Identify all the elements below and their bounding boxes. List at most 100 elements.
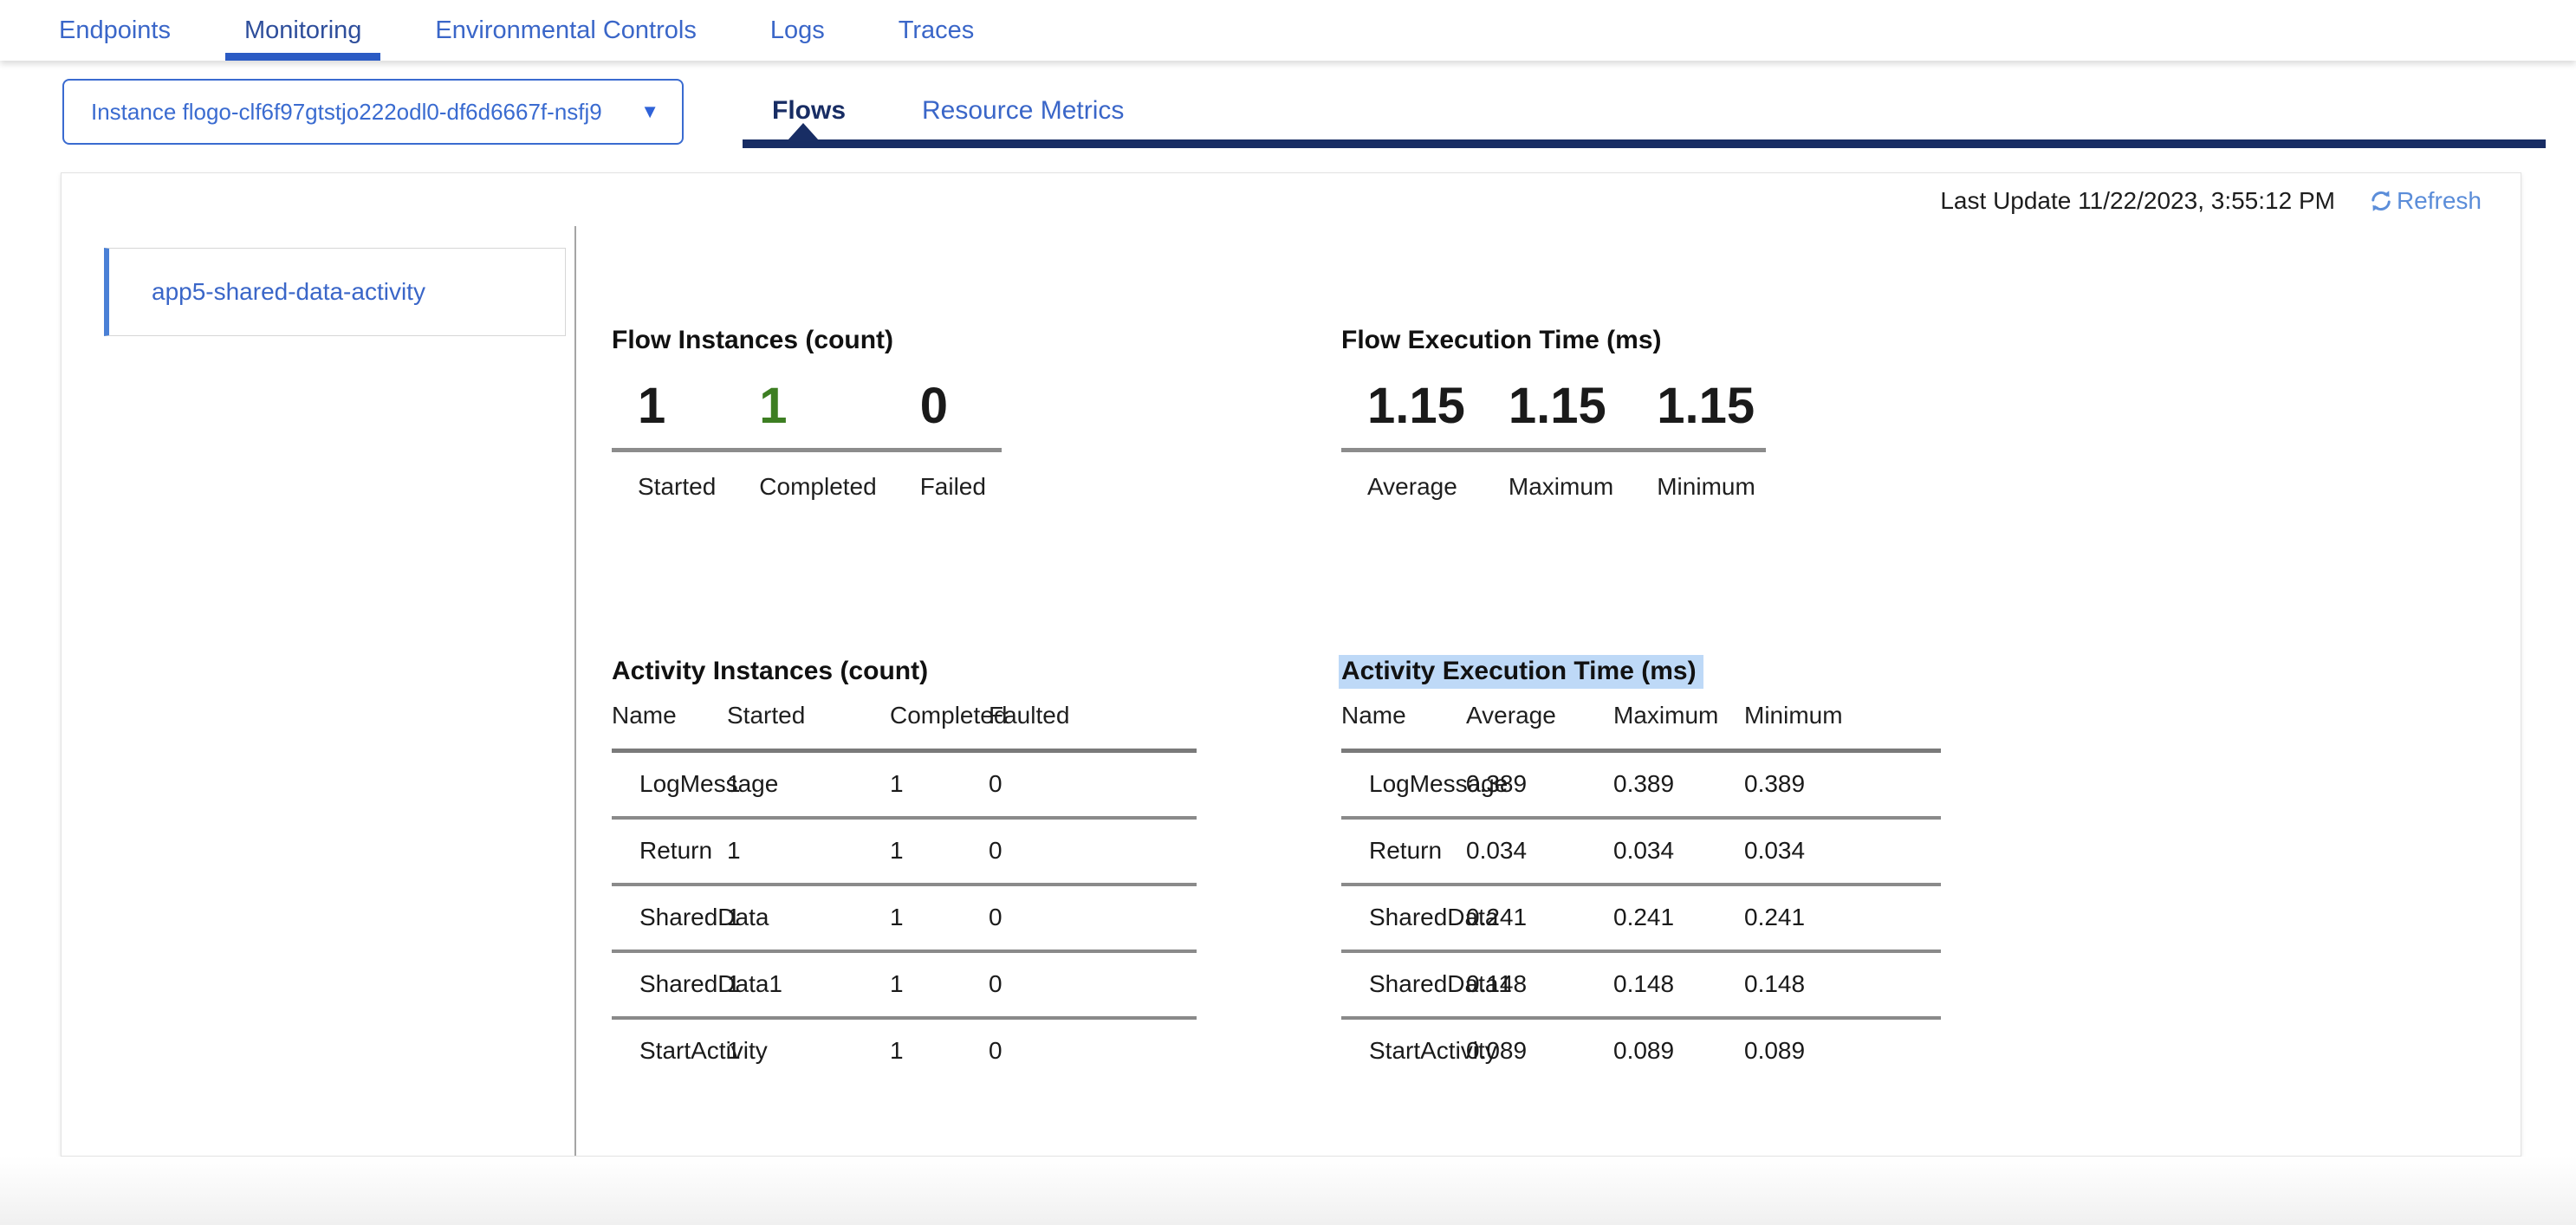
table-cell: 1 [727,817,890,886]
metric-label: Minimum [1657,472,1755,500]
title-text: Activity Instances (count) [612,656,929,685]
page-bottom-background [0,1157,2576,1225]
active-subtab-indicator [743,123,2546,148]
top-nav-tabs: Endpoints Monitoring Environmental Contr… [59,0,974,61]
table-row: LogMessage 0.389 0.389 0.389 [1341,750,1941,820]
table-cell: 0 [989,1036,1002,1064]
metric-label: Completed [759,472,877,500]
table-row: SharedData 1 1 0 [612,884,1197,953]
nav-tab-label: Environmental Controls [435,16,697,44]
table-cell: StartActivity [639,1036,768,1064]
nav-tab-label: Traces [898,16,975,44]
activity-tables-row: Activity Instances (count) Name Started Co… [612,654,2521,1083]
instance-dropdown[interactable]: Instance flogo-clf6f97gtstjo222odl0-df6d… [62,79,684,145]
activity-execution-table: Name Average Maximum Minimum LogMessage 0.38… [1341,701,1941,1083]
table-cell: SharedData1 [612,950,782,1020]
top-nav: Endpoints Monitoring Environmental Contr… [0,0,2576,61]
table-cell: StartActivity [1369,1036,1497,1064]
selector-row: Instance flogo-clf6f97gtstjo222odl0-df6d… [62,79,2576,148]
table-cell: 0.389 [1466,750,1613,820]
table-column-header: Faulted [989,701,1197,753]
table-row: StartActivity 0.089 0.089 0.089 [1341,1018,1941,1083]
table-cell: 0.241 [1613,884,1744,953]
last-update-text: Last Update 11/22/2023, 3:55:12 PM [1940,187,2335,214]
table-header-row: Name Average Maximum Minimum [1341,701,1941,753]
panel-header: Last Update 11/22/2023, 3:55:12 PM Refre… [62,173,2521,226]
metric-divider [612,447,1002,452]
nav-tab[interactable]: Endpoints [59,0,171,61]
table-row: StartActivity 1 1 0 [612,1018,1197,1083]
table-column-header: Name [1341,701,1466,753]
flow-instances-metrics: 1 1 0 Started Complete [612,378,1012,501]
nav-tab[interactable]: Logs [770,0,825,61]
metric-label: Failed [919,472,986,500]
table-cell: 0.148 [1613,950,1744,1020]
table-row: LogMessage 1 1 0 [612,750,1197,820]
table-column-header: Name [612,701,727,753]
table-column-header: Average [1466,701,1613,753]
metric-label: Started [638,472,717,500]
nav-tab[interactable]: Traces [899,0,975,61]
table-cell: 0.034 [1744,817,1941,886]
table-row: SharedData1 1 1 0 [612,950,1197,1020]
nav-tab[interactable]: Environmental Controls [435,0,696,61]
table-cell: SharedData [612,884,769,953]
metric-value: 1 [759,378,788,434]
table-cell: LogMessage [612,750,778,820]
activity-instances-block: Activity Instances (count) Name Started Co… [612,657,1341,1083]
table-column-header: Maximum [1613,701,1744,753]
activity-execution-block: Activity Execution Time (ms) Name Average… [1339,654,1941,1083]
sidebar-item-flow[interactable]: app5-shared-data-activity [104,248,566,336]
monitoring-panel: Last Update 11/22/2023, 3:55:12 PM Refre… [61,172,2521,1157]
subtab[interactable]: Flows [772,94,846,128]
table-cell: 0.148 [1466,950,1613,1020]
table-header-row: Name Started Completed Faulted [612,701,1197,753]
nav-tab-label: Endpoints [59,16,171,44]
table-cell: 0.089 [1613,1036,1675,1064]
table-cell: 0 [989,950,1197,1020]
table-cell: 1 [727,884,890,953]
table-cell: 0.034 [1613,817,1744,886]
chevron-down-icon: ▼ [640,100,659,122]
subtab[interactable]: Resource Metrics [922,94,1124,128]
table-cell: 0.241 [1744,884,1941,953]
nav-tab-label: Logs [769,16,825,44]
nav-tab[interactable]: Monitoring [224,0,381,61]
nav-tab-label: Monitoring [244,16,362,44]
table-cell: 1 [890,750,989,820]
metric-value: 0 [919,378,948,434]
table-cell: SharedData [1341,884,1498,953]
panel-body: app5-shared-data-activity Flow Instances… [62,226,2521,1156]
title-text-highlighted: Activity Execution Time (ms) [1339,654,1703,689]
metric-value: 1.15 [1657,378,1755,434]
refresh-button[interactable]: Refresh [2368,187,2482,215]
table-column-header: Minimum [1744,701,1941,753]
metric-value: 1.15 [1367,378,1465,434]
metric-value: 1.15 [1508,378,1606,434]
sidebar-item-label: app5-shared-data-activity [152,278,425,305]
flow-execution-metrics: 1.15 1.15 1.15 Average [1341,378,1781,501]
table-cell: 0 [989,884,1197,953]
subtab-label: Flows [772,96,847,125]
table-column-header: Completed [890,701,1007,753]
table-cell: SharedData1 [1341,950,1512,1020]
table-row: Return 0.034 0.034 0.034 [1341,817,1941,886]
table-cell: 0.034 [1466,817,1613,886]
metric-label: Average [1367,472,1457,500]
table-cell: 1 [890,817,989,886]
instance-dropdown-value: Instance flogo-clf6f97gtstjo222odl0-df6d… [91,98,602,125]
table-cell: 0.089 [1466,1036,1528,1064]
activity-instances-title: Activity Instances (count) [612,657,1341,686]
table-cell: 0 [989,817,1197,886]
table-row: SharedData 0.241 0.241 0.241 [1341,884,1941,953]
table-cell: 1 [727,950,890,1020]
table-row: SharedData1 0.148 0.148 0.148 [1341,950,1941,1020]
table-cell: Return [1341,817,1466,886]
table-cell: 1 [890,950,989,1020]
metrics-content: Flow Instances (count) 1 1 0 [576,226,2521,1156]
table-cell: 0.389 [1613,750,1744,820]
refresh-label: Refresh [2396,187,2482,214]
metric-value: 1 [638,378,666,434]
table-cell: 0.389 [1744,750,1941,820]
table-cell: Return [612,817,727,886]
